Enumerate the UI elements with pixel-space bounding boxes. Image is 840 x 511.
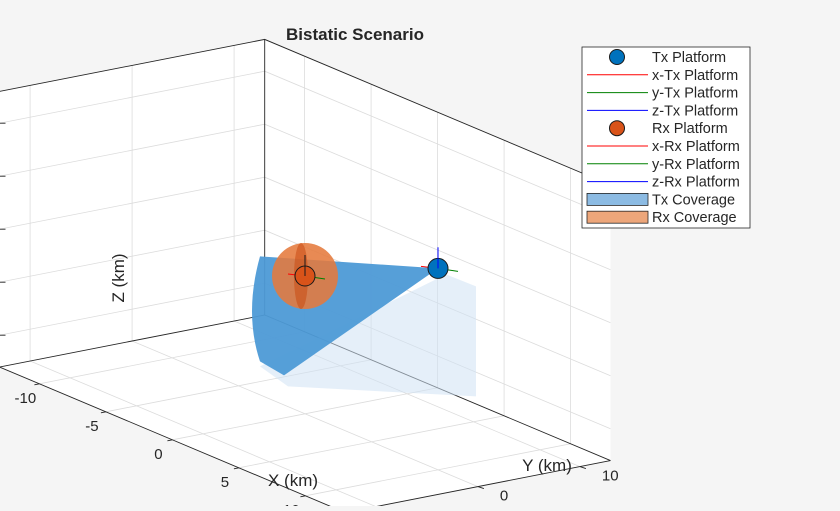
axes-front-edges (0, 366, 611, 511)
legend-item[interactable]: Tx Coverage (586, 192, 735, 208)
legend-label: y-Tx Platform (652, 86, 738, 102)
x-tick-mark (100, 411, 106, 414)
x-tick-label: 10 (283, 502, 300, 506)
legend-item[interactable]: z-Rx Platform (587, 175, 740, 191)
y-tick-label: 0 (500, 488, 508, 505)
legend-label: x-Rx Platform (652, 139, 740, 155)
legend-label: z-Rx Platform (652, 175, 740, 191)
legend-item[interactable]: x-Tx Platform (587, 68, 738, 84)
x-tick-label: -5 (85, 418, 98, 435)
chart-title: Bistatic Scenario (286, 25, 424, 44)
legend-label: Tx Coverage (652, 192, 735, 208)
y-tick-mark (579, 466, 587, 470)
x-tick-mark (300, 495, 306, 498)
x-tick-mark (233, 467, 239, 470)
legend-item[interactable]: x-Rx Platform (587, 139, 740, 155)
legend-label: z-Tx Platform (652, 103, 738, 119)
legend-label: x-Tx Platform (652, 68, 738, 84)
legend-patch-icon (586, 192, 649, 206)
legend-item[interactable]: Rx Coverage (586, 210, 737, 226)
x-axis-label: X (km) (268, 471, 318, 490)
legend-label: Tx Platform (652, 50, 726, 66)
y-tick-label: 10 (602, 468, 619, 485)
coverage-layer (252, 243, 476, 397)
legend-label: Rx Platform (652, 121, 728, 137)
x-tick-mark (167, 439, 173, 442)
legend-item[interactable]: y-Rx Platform (587, 157, 740, 173)
legend-marker-icon (609, 120, 625, 137)
x-tick-label: -10 (15, 390, 37, 407)
platform-layer (287, 247, 459, 287)
z-axis-label: Z (km) (109, 253, 128, 302)
y-axis-label: Y (km) (522, 456, 572, 475)
legend-label: y-Rx Platform (652, 157, 740, 173)
legend[interactable]: Tx Platform x-Tx Platform y-Tx Platformz-T… (581, 46, 751, 229)
x-tick-label: 0 (154, 446, 162, 463)
floor-pane (0, 315, 611, 511)
legend-item[interactable]: y-Tx Platform (587, 86, 738, 102)
legend-item[interactable]: z-Tx Platform (587, 103, 738, 119)
legend-label: Rx Coverage (652, 210, 737, 226)
legend-item[interactable]: Tx Platform (609, 49, 727, 67)
x-tick-label: 5 (221, 474, 229, 491)
x-tick-mark (34, 383, 40, 386)
legend-patch-icon (586, 210, 649, 224)
tx-coverage-far-face (260, 274, 476, 397)
legend-marker-icon (609, 49, 625, 65)
legend-item[interactable]: Rx Platform (609, 120, 728, 138)
y-tick-mark (477, 486, 485, 490)
box-edge-floor-front (0, 366, 611, 511)
